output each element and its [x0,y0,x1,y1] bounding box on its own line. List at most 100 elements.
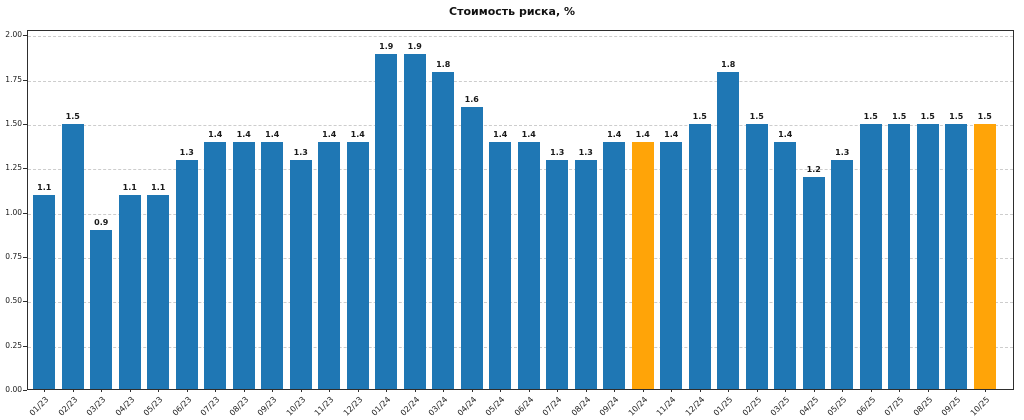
x-tick-mark [557,389,559,392]
y-tick-mark [23,390,27,391]
bar-slot-05/23: 1.1 05/23 [142,31,173,418]
chart-title: Стоимость риска, % [449,5,575,18]
x-tick-label: 04/23 [113,395,137,418]
bar [90,230,113,389]
bar-slot-12/24: 1.5 12/24 [683,31,715,418]
bar [945,124,968,389]
x-tick-mark [129,389,131,392]
x-tick-label: 05/23 [141,395,165,418]
x-tick-label: 03/24 [426,395,450,418]
y-tick-label: 0.50 [5,296,22,306]
bar-value-label: 1.3 [179,147,194,157]
x-tick-label: 06/23 [170,395,194,418]
y-tick-label: 1.25 [5,163,22,173]
bar-value-label: 1.4 [322,130,337,140]
bar-value-label: 1.4 [350,130,365,140]
x-tick-label: 09/25 [939,395,963,418]
x-tick-mark [927,389,929,392]
bar-value-label: 1.4 [607,130,622,140]
y-tick-mark [23,301,27,303]
x-tick-mark [443,389,445,392]
bar [289,159,312,389]
y-tick-label: 1.50 [5,118,22,128]
bar [546,159,569,389]
bar-slot-02/25: 1.5 02/25 [740,31,772,418]
bar-slot-09/23: 1.4 09/23 [256,31,287,418]
bar-slot-07/25: 1.5 07/25 [883,31,914,418]
y-tick-label: 1.00 [5,207,22,217]
bar-slot-09/25: 1.5 09/25 [940,31,971,418]
x-tick-label: 01/24 [369,395,393,418]
y-tick-mark [23,79,27,81]
x-tick-label: 05/25 [825,395,849,418]
bar-value-label: 1.3 [578,147,593,157]
bar-slot-03/25: 1.4 03/25 [769,31,800,418]
gridline-1.50 [28,124,1013,126]
x-tick-label: 10/24 [626,395,650,418]
x-tick-label: 03/25 [768,395,792,418]
bar-slot-09/24: 1.4 09/24 [598,31,629,418]
x-tick-label: 10/23 [284,395,308,418]
x-tick-label: 06/25 [854,395,878,418]
bar-slot-03/24: 1.8 03/24 [427,31,458,418]
bar [33,195,56,389]
x-tick-label: 09/23 [255,395,279,418]
bar-value-label: 1.8 [436,59,451,69]
bar [574,159,597,389]
gridline-1.75 [28,80,1013,82]
bar-value-label: 1.4 [778,130,793,140]
bar [61,124,84,389]
bar-slot-07/24: 1.3 07/24 [541,31,572,418]
y-tick-label: 1.75 [5,74,22,84]
bar-value-label: 1.5 [749,112,764,122]
x-tick-label: 02/24 [398,395,422,418]
bar-value-label: 1.5 [977,112,992,122]
x-tick-label: 03/23 [84,395,108,418]
bar [888,124,911,389]
bar-value-label: 1.4 [236,130,251,140]
bar-slot-01/25: 1.8 01/25 [712,31,743,418]
bar-slot-10/25: 1.5 10/25 [968,31,1000,418]
x-tick-label: 04/24 [455,395,479,418]
bar-value-label: 1.3 [835,147,850,157]
bar [802,177,825,389]
bar-value-label: 1.1 [37,183,52,193]
x-tick-mark [614,389,616,392]
x-tick-label: 06/24 [512,395,536,418]
bar [603,142,626,389]
bar-value-label: 1.5 [920,112,935,122]
bar [489,142,512,389]
y-tick-label: 2.00 [5,30,22,40]
x-tick-mark [414,389,416,392]
bar-slot-03/23: 0.9 03/23 [85,31,116,418]
bar-value-label: 1.4 [493,130,508,140]
bar-value-label: 1.4 [521,130,536,140]
bar-slot-07/23: 1.4 07/23 [199,31,230,418]
bar-value-label: 1.6 [464,94,479,104]
bar-slot-02/24: 1.9 02/24 [398,31,430,418]
y-tick-mark [23,168,27,170]
bar-value-label: 1.4 [635,130,650,140]
bar-slot-06/24: 1.4 06/24 [512,31,544,418]
x-tick-mark [386,389,388,392]
x-tick-mark [272,389,274,392]
bar [831,159,854,389]
x-tick-label: 12/24 [683,395,707,418]
y-tick-label: 0.75 [5,251,22,261]
x-tick-label: 07/23 [198,395,222,418]
bar-slot-01/23: 1.1 01/23 [28,31,59,418]
x-tick-mark [357,389,359,392]
x-tick-mark [215,389,217,392]
x-tick-mark [300,389,302,392]
bar-slot-06/23: 1.3 06/23 [170,31,202,418]
bar [460,106,483,389]
x-tick-label: 11/24 [654,395,678,418]
bar-slot-08/23: 1.4 08/23 [227,31,259,418]
x-tick-mark [329,389,331,392]
bar-slot-05/25: 1.3 05/25 [826,31,857,418]
x-tick-mark [842,389,844,392]
x-tick-mark [585,389,587,392]
bar [375,53,398,389]
x-tick-label: 09/24 [597,395,621,418]
bar-value-label: 1.4 [664,130,679,140]
